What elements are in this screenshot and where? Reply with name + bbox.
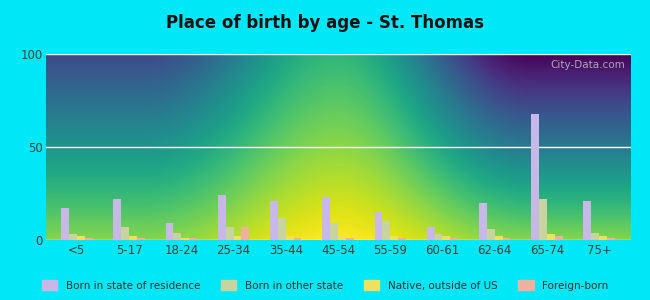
Bar — [61, 208, 69, 240]
Bar — [495, 236, 502, 240]
Bar — [181, 238, 189, 240]
Bar — [382, 221, 390, 240]
Bar — [174, 232, 181, 240]
Bar — [443, 236, 450, 240]
Bar — [189, 238, 197, 240]
Bar — [122, 227, 129, 240]
Bar — [330, 223, 338, 240]
Bar — [479, 203, 487, 240]
Bar — [286, 236, 294, 240]
Bar — [592, 232, 599, 240]
Bar — [137, 238, 145, 240]
Bar — [84, 238, 92, 240]
Bar — [398, 238, 406, 240]
Text: Place of birth by age - St. Thomas: Place of birth by age - St. Thomas — [166, 14, 484, 32]
Bar — [233, 236, 241, 240]
Bar — [599, 236, 607, 240]
Bar — [113, 199, 122, 240]
Bar — [547, 234, 554, 240]
Bar — [218, 195, 226, 240]
Bar — [69, 234, 77, 240]
Bar — [346, 238, 354, 240]
Legend: Born in state of residence, Born in other state, Native, outside of US, Foreign-: Born in state of residence, Born in othe… — [38, 276, 612, 295]
Bar — [77, 236, 85, 240]
Bar — [554, 236, 563, 240]
Bar — [390, 236, 398, 240]
Bar — [166, 223, 174, 240]
Bar — [294, 238, 302, 240]
Bar — [129, 236, 137, 240]
Bar — [607, 238, 615, 240]
Bar — [531, 113, 539, 240]
Bar — [241, 227, 249, 240]
Bar — [427, 227, 435, 240]
Bar — [502, 238, 510, 240]
Bar — [435, 234, 443, 240]
Bar — [322, 197, 330, 240]
Bar — [539, 199, 547, 240]
Bar — [450, 238, 458, 240]
Bar — [374, 212, 382, 240]
Bar — [278, 218, 286, 240]
Bar — [226, 227, 233, 240]
Bar — [270, 201, 278, 240]
Bar — [584, 201, 592, 240]
Bar — [487, 229, 495, 240]
Bar — [338, 236, 346, 240]
Text: City-Data.com: City-Data.com — [550, 60, 625, 70]
